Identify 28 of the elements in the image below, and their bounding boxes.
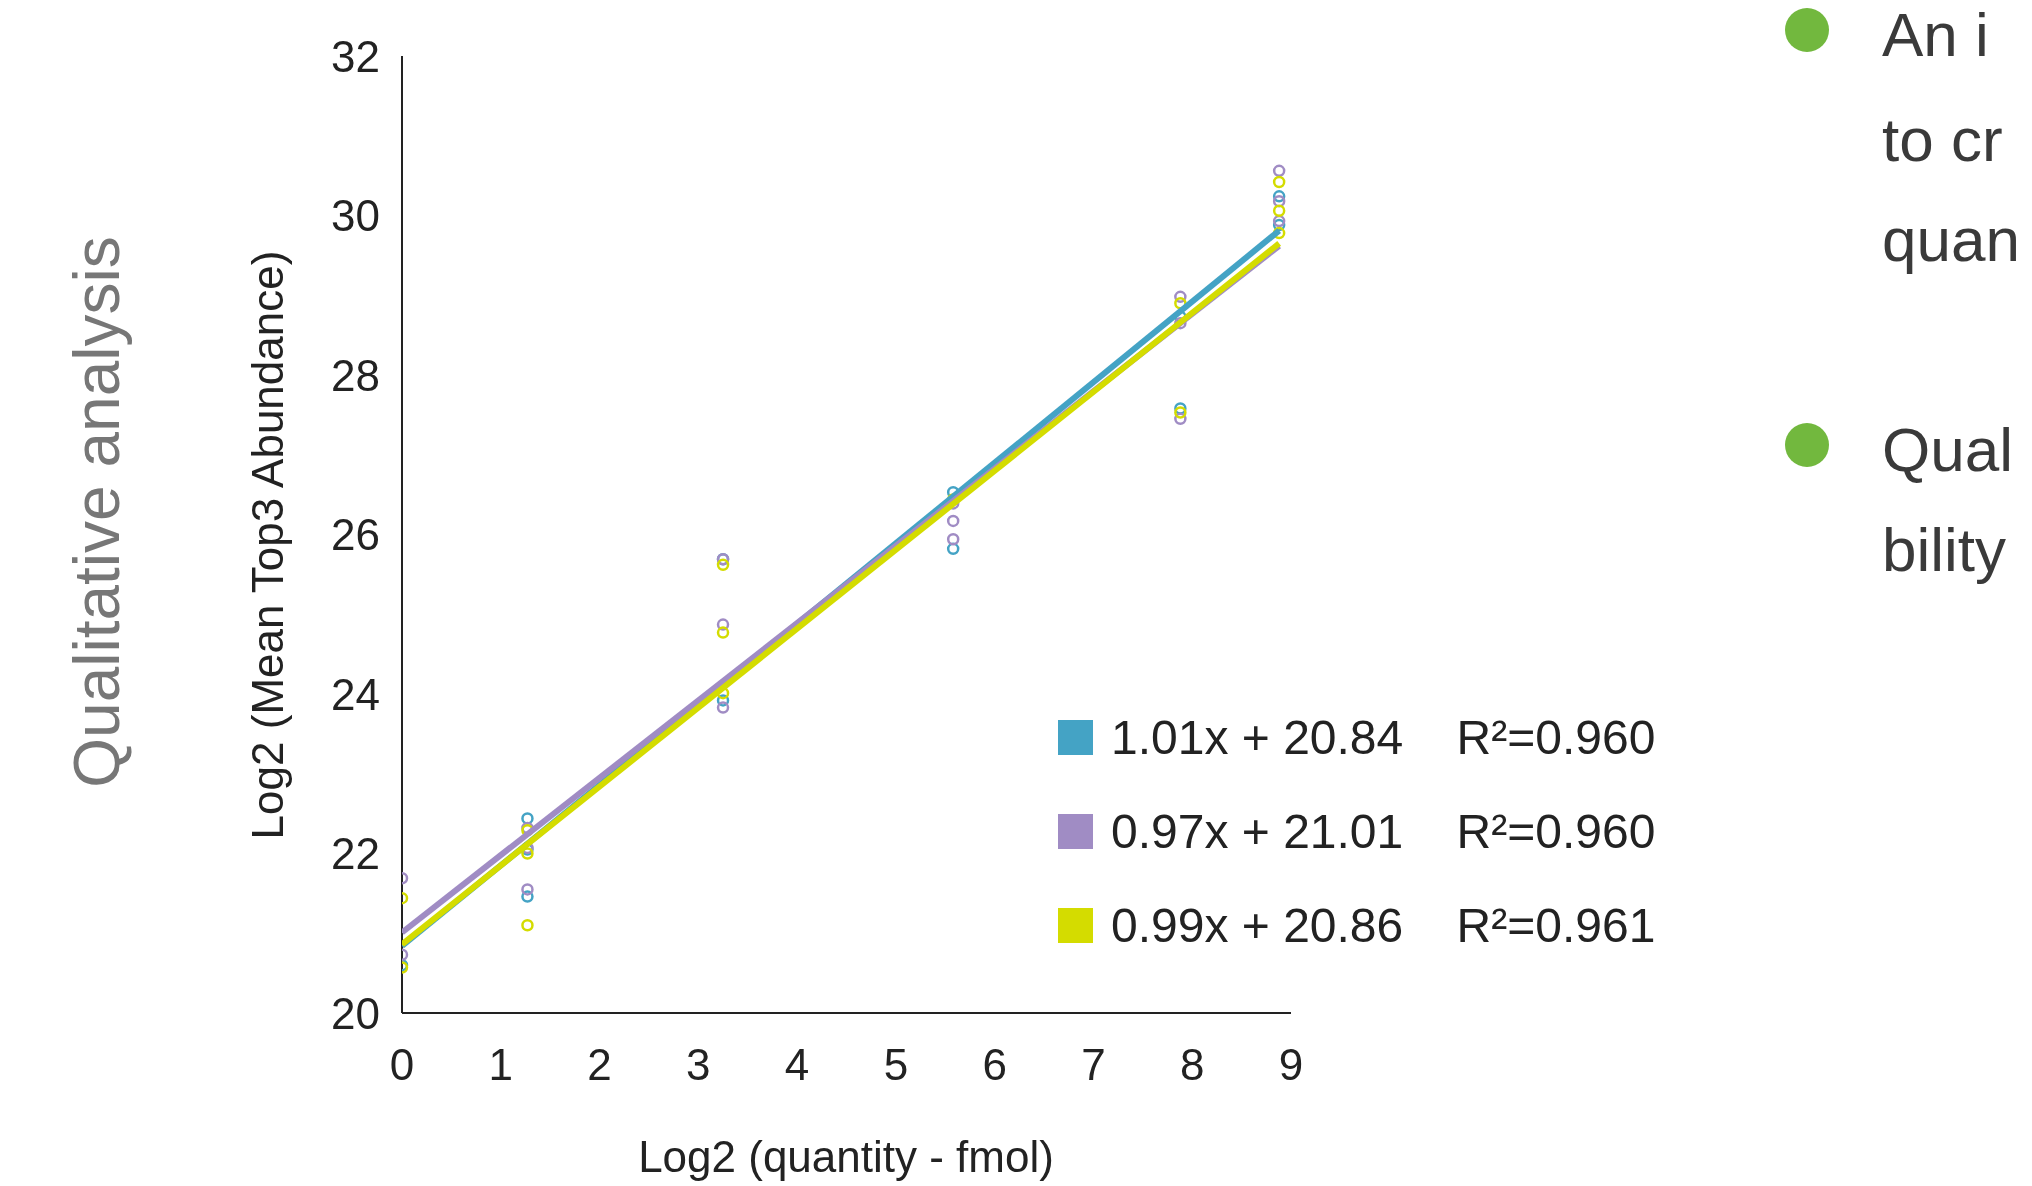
text: bility	[1882, 515, 2007, 584]
text: An i	[1882, 0, 1989, 69]
x-axis-title: Log2 (quantity - fmol)	[638, 1132, 1054, 1182]
x-tick-label: 2	[587, 1040, 612, 1090]
text: Qualitative analysis	[60, 236, 134, 788]
legend-label: 0.97x + 21.01 R²=0.960	[1111, 803, 1656, 859]
x-tick-label: 7	[1081, 1040, 1106, 1090]
y-tick-label: 28	[331, 350, 380, 400]
x-tick-label: 1	[488, 1040, 514, 1090]
y-tick-label: 32	[331, 31, 380, 81]
y-tick-label: 20	[331, 988, 380, 1038]
y-tick-label: 24	[331, 669, 380, 719]
legend-label: 1.01x + 20.84 R²=0.960	[1111, 709, 1656, 765]
x-tick-label: 0	[389, 1040, 415, 1090]
y-tick-label: 22	[331, 829, 380, 879]
text: Qual	[1882, 415, 2013, 484]
x-tick-label: 4	[784, 1040, 810, 1090]
y-axis-title: Log2 (Mean Top3 Abundance)	[243, 250, 293, 840]
x-tick-label: 8	[1179, 1040, 1205, 1090]
y-tick-label: 26	[331, 510, 380, 560]
legend-label: 0.99x + 20.86 R²=0.961	[1111, 897, 1656, 953]
text: to cr	[1882, 105, 2003, 174]
x-tick-label: 3	[686, 1040, 711, 1090]
x-tick-label: 5	[883, 1040, 909, 1090]
x-tick-label: 9	[1278, 1040, 1304, 1090]
y-tick-label: 30	[331, 191, 380, 241]
x-tick-label: 6	[982, 1040, 1007, 1090]
text: quan	[1882, 205, 2020, 274]
